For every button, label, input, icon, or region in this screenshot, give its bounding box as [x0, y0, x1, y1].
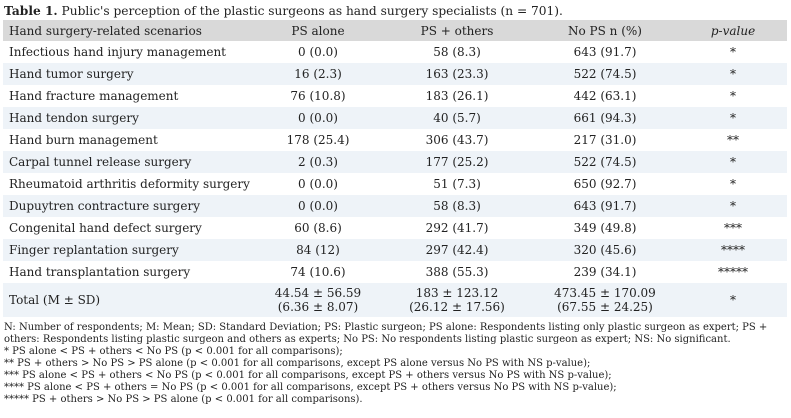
table-row: Finger replantation surgery 84 (12) 297 … — [3, 239, 787, 261]
table-row: Hand tumor surgery 16 (2.3) 163 (23.3) 5… — [3, 63, 787, 85]
cell-p-value: * — [730, 67, 736, 81]
cell-no-ps: 217 (31.0) — [573, 133, 637, 147]
cell-ps-others: 58 (8.3) — [433, 199, 481, 213]
cell-no-ps: 239 (34.1) — [573, 265, 637, 279]
cell-ps-others: 292 (41.7) — [425, 221, 489, 235]
cell-p-value: *** — [724, 221, 742, 235]
footnote-3: *** PS alone < PS + others < No PS (p < … — [4, 370, 612, 381]
cell-ps-alone: 84 (12) — [296, 243, 340, 257]
perception-table: Hand surgery-related scenarios PS alone … — [3, 20, 787, 317]
cell-ps-others: 183 (26.1) — [425, 89, 489, 103]
cell-scenario: Rheumatoid arthritis deformity surgery — [9, 177, 250, 191]
cell-p-value: **** — [721, 243, 745, 257]
cell-total-label: Total (M ± SD) — [9, 293, 101, 307]
header-ps-alone: PS alone — [291, 23, 345, 38]
cell-total-no-ps: 473.45 ± 170.09 (67.55 ± 24.25) — [531, 283, 679, 317]
cell-no-ps: 650 (92.7) — [573, 177, 637, 191]
cell-total-ps-alone: 44.54 ± 56.59 (6.36 ± 8.07) — [253, 283, 383, 317]
cell-scenario: Hand transplantation surgery — [9, 265, 191, 279]
cell-ps-alone: 178 (25.4) — [286, 133, 350, 147]
cell-total-p-value: * — [730, 293, 736, 307]
cell-total-ps-others: 183 ± 123.12 (26.12 ± 17.56) — [383, 283, 531, 317]
table-header-row: Hand surgery-related scenarios PS alone … — [3, 20, 787, 41]
cell-ps-alone: 76 (10.8) — [290, 89, 346, 103]
header-ps-others: PS + others — [420, 23, 494, 38]
cell-ps-alone: 60 (8.6) — [294, 221, 342, 235]
total-ps-others-mean: 183 ± 123.12 — [415, 286, 499, 300]
cell-ps-others: 177 (25.2) — [425, 155, 489, 169]
cell-p-value: * — [730, 177, 736, 191]
total-ps-others-percent: (26.12 ± 17.56) — [409, 300, 505, 314]
cell-ps-others: 40 (5.7) — [433, 111, 481, 125]
total-row: Total (M ± SD) 44.54 ± 56.59 (6.36 ± 8.0… — [3, 283, 787, 317]
cell-ps-others: 51 (7.3) — [433, 177, 481, 191]
cell-no-ps: 442 (63.1) — [573, 89, 637, 103]
cell-p-value: * — [730, 45, 736, 59]
cell-scenario: Hand burn management — [9, 133, 158, 147]
total-ps-alone-percent: (6.36 ± 8.07) — [277, 300, 359, 314]
cell-ps-alone: 16 (2.3) — [294, 67, 342, 81]
footnote-5: ***** PS + others > No PS > PS alone (p … — [4, 394, 363, 405]
cell-scenario: Carpal tunnel release surgery — [9, 155, 192, 169]
table-row: Rheumatoid arthritis deformity surgery 0… — [3, 173, 787, 195]
cell-ps-others: 388 (55.3) — [425, 265, 489, 279]
table-row: Hand fracture management 76 (10.8) 183 (… — [3, 85, 787, 107]
cell-scenario: Hand tumor surgery — [9, 67, 134, 81]
footnote-1: * PS alone < PS + others < No PS (p < 0.… — [4, 346, 343, 357]
total-no-ps-percent: (67.55 ± 24.25) — [557, 300, 653, 314]
cell-ps-alone: 0 (0.0) — [298, 199, 338, 213]
cell-ps-alone: 74 (10.6) — [290, 265, 346, 279]
table-row: Dupuytren contracture surgery 0 (0.0) 58… — [3, 195, 787, 217]
cell-p-value: ** — [727, 133, 739, 147]
footnote-2: ** PS + others > No PS > PS alone (p < 0… — [4, 358, 591, 369]
cell-ps-others: 58 (8.3) — [433, 45, 481, 59]
cell-ps-alone: 2 (0.3) — [298, 155, 338, 169]
header-no-ps: No PS n (%) — [568, 23, 642, 38]
cell-scenario: Congenital hand defect surgery — [9, 221, 202, 235]
total-no-ps-mean: 473.45 ± 170.09 — [554, 286, 656, 300]
cell-scenario: Finger replantation surgery — [9, 243, 179, 257]
cell-ps-alone: 0 (0.0) — [298, 45, 338, 59]
table-row: Carpal tunnel release surgery 2 (0.3) 17… — [3, 151, 787, 173]
cell-no-ps: 661 (94.3) — [573, 111, 637, 125]
table-row: Hand tendon surgery 0 (0.0) 40 (5.7) 661… — [3, 107, 787, 129]
cell-scenario: Infectious hand injury management — [9, 45, 227, 59]
cell-p-value: * — [730, 199, 736, 213]
cell-p-value: * — [730, 89, 736, 103]
cell-ps-others: 297 (42.4) — [425, 243, 489, 257]
footnote-abbreviations: N: Number of respondents; M: Mean; SD: S… — [4, 322, 768, 345]
table-row: Infectious hand injury management 0 (0.0… — [3, 41, 787, 63]
caption-label: Table 1. — [4, 4, 58, 18]
cell-scenario: Hand fracture management — [9, 89, 179, 103]
cell-ps-alone: 0 (0.0) — [298, 111, 338, 125]
cell-no-ps: 320 (45.6) — [573, 243, 637, 257]
cell-ps-others: 306 (43.7) — [425, 133, 489, 147]
cell-scenario: Dupuytren contracture surgery — [9, 199, 200, 213]
table-caption: Table 1. Public's perception of the plas… — [4, 3, 563, 19]
cell-no-ps: 643 (91.7) — [573, 45, 637, 59]
cell-p-value: ***** — [718, 265, 748, 279]
cell-p-value: * — [730, 155, 736, 169]
header-p-value: p-value — [710, 23, 756, 38]
table-row: Hand transplantation surgery 74 (10.6) 3… — [3, 261, 787, 283]
table-footnotes: N: Number of respondents; M: Mean; SD: S… — [4, 322, 788, 406]
cell-no-ps: 349 (49.8) — [573, 221, 637, 235]
footnote-4: **** PS alone < PS + others = No PS (p <… — [4, 382, 617, 393]
cell-p-value: * — [730, 111, 736, 125]
table-row: Hand burn management 178 (25.4) 306 (43.… — [3, 129, 787, 151]
table-row: Congenital hand defect surgery 60 (8.6) … — [3, 217, 787, 239]
header-scenarios: Hand surgery-related scenarios — [9, 23, 202, 38]
cell-ps-alone: 0 (0.0) — [298, 177, 338, 191]
cell-scenario: Hand tendon surgery — [9, 111, 139, 125]
cell-ps-others: 163 (23.3) — [425, 67, 489, 81]
cell-no-ps: 643 (91.7) — [573, 199, 637, 213]
cell-no-ps: 522 (74.5) — [573, 155, 637, 169]
cell-no-ps: 522 (74.5) — [573, 67, 637, 81]
caption-text: Public's perception of the plastic surge… — [57, 4, 563, 18]
total-ps-alone-mean: 44.54 ± 56.59 — [274, 286, 362, 300]
